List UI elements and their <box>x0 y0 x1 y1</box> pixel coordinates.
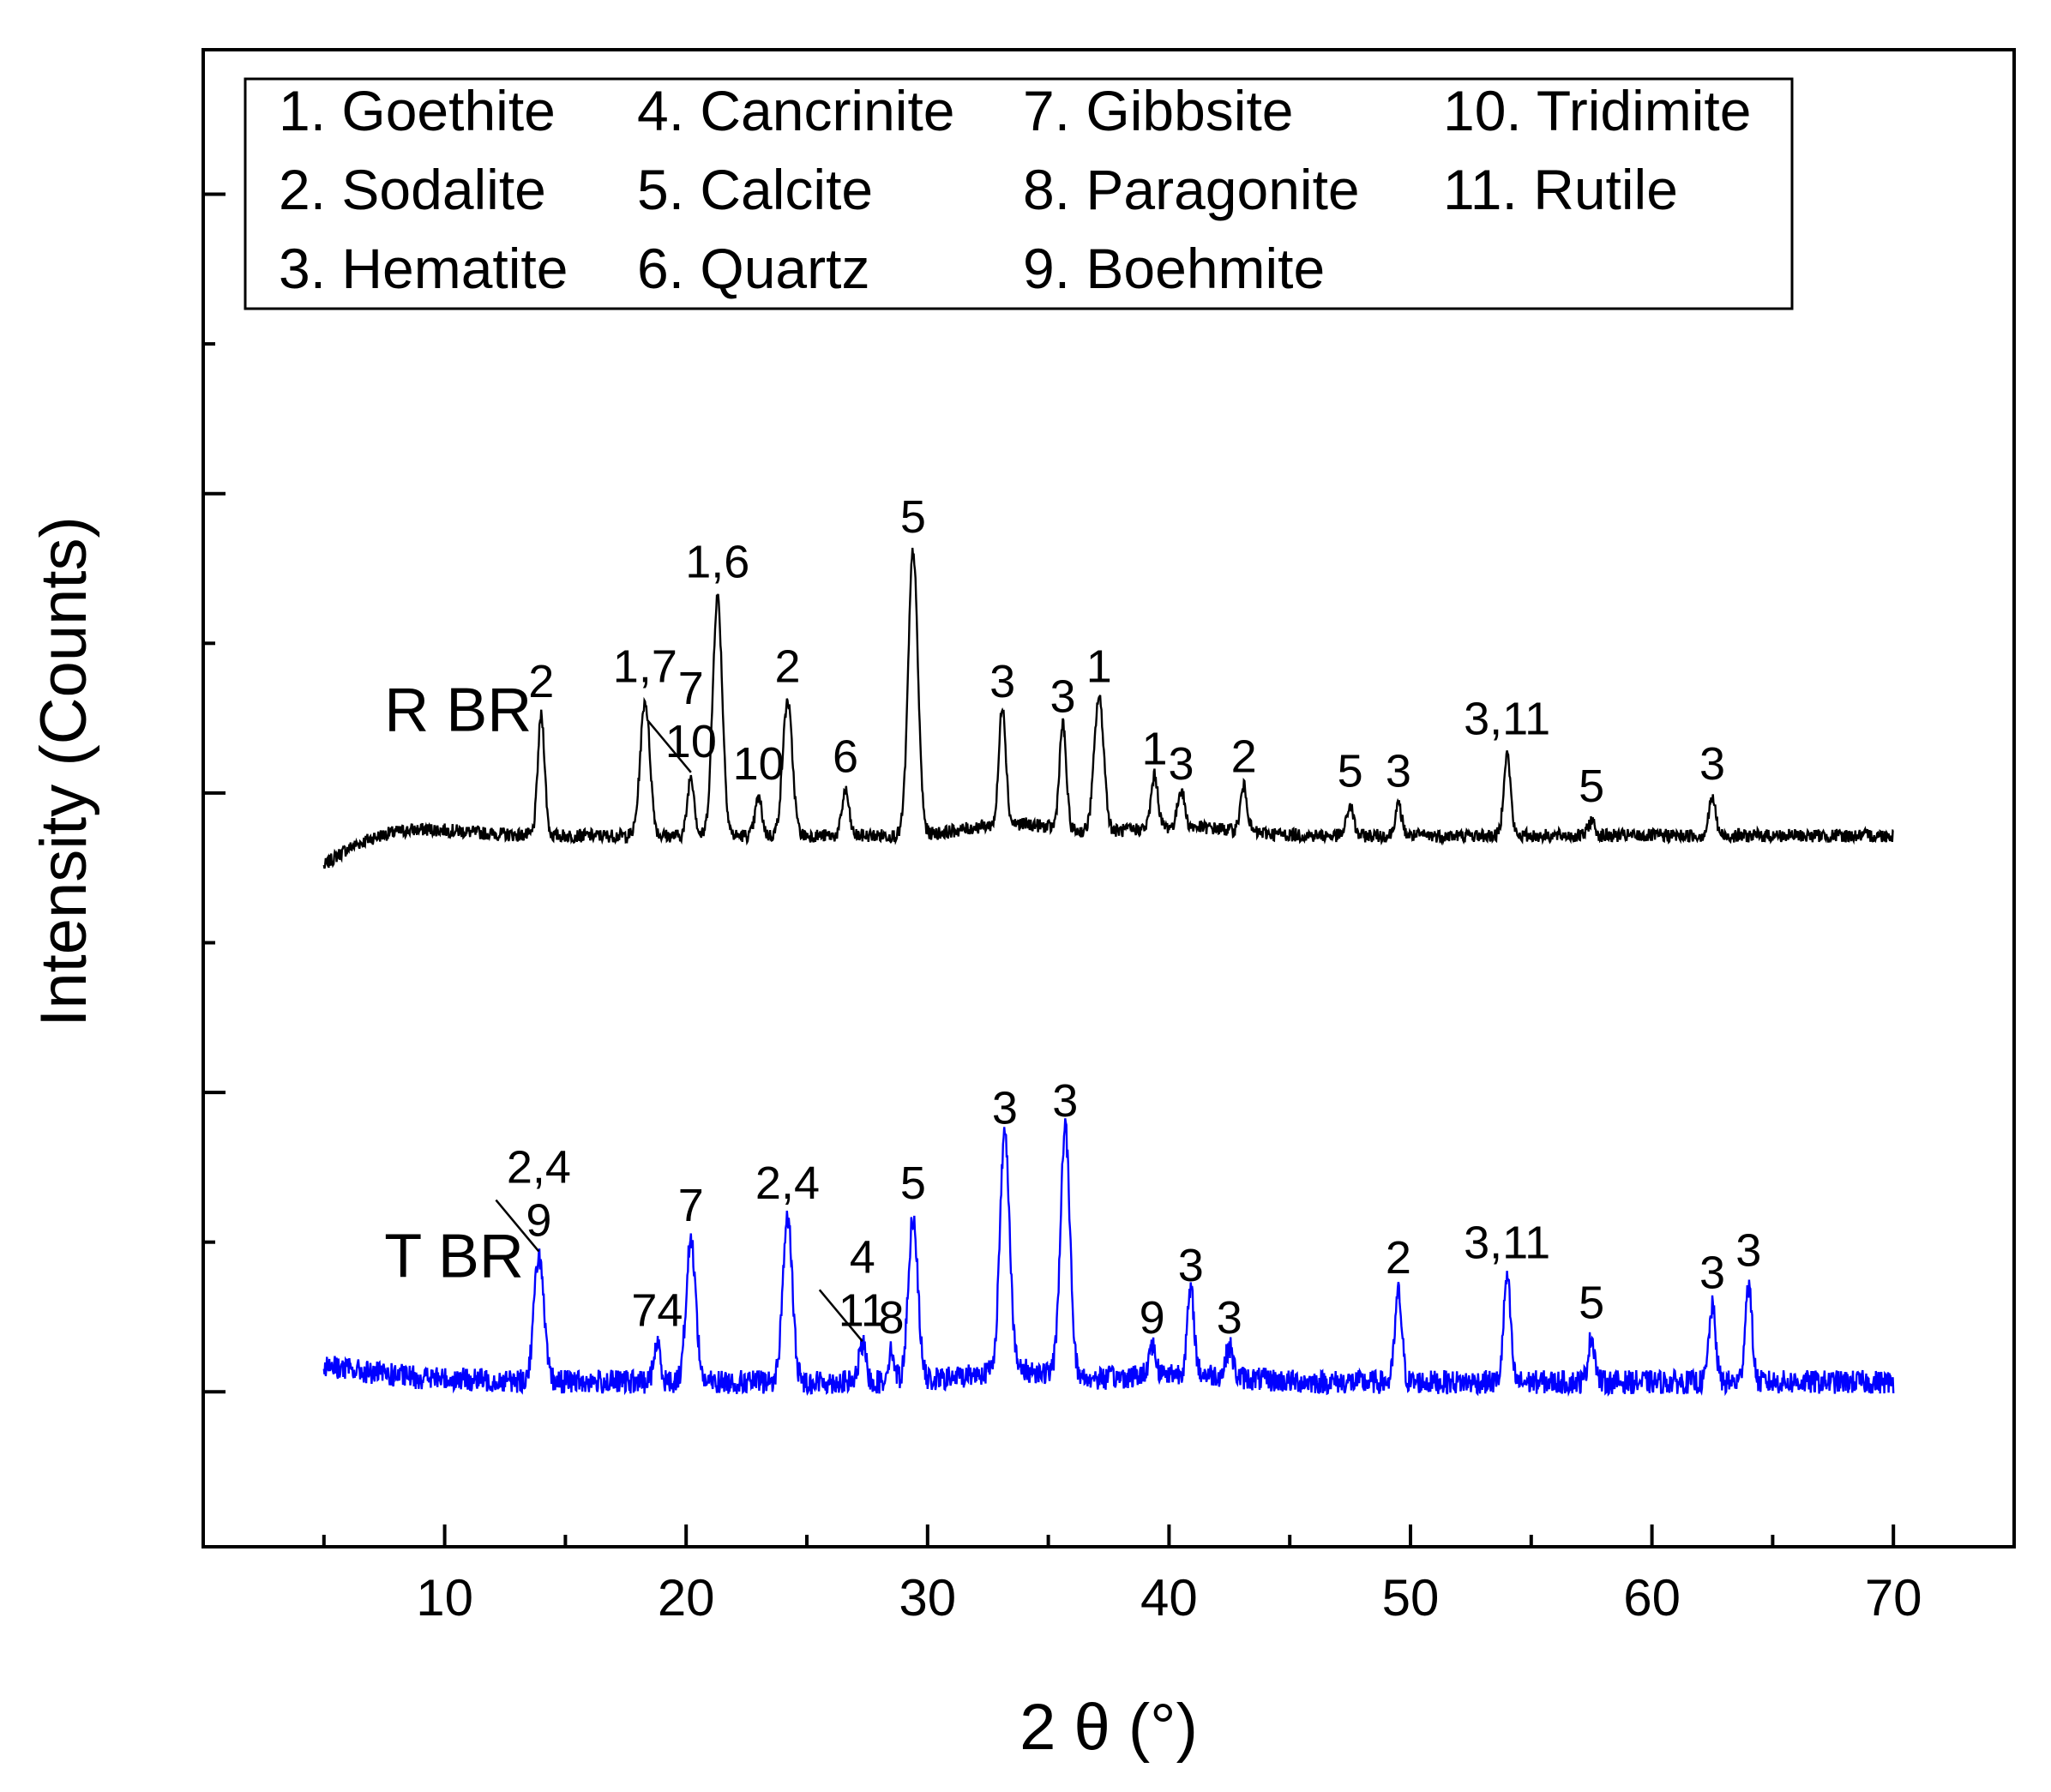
peak-label: 5 <box>1338 746 1363 797</box>
peak-label: 1 <box>1141 724 1167 775</box>
peak-label: 3,11 <box>1464 694 1550 745</box>
peak-label: 2,4 <box>507 1142 571 1194</box>
peak-label: 2 <box>774 641 800 693</box>
series-names: R BR T BR <box>384 676 532 1290</box>
peak-label: 11 <box>839 1284 887 1336</box>
peak-label: 5 <box>1579 761 1604 812</box>
y-axis <box>203 192 226 1394</box>
x-tick-label: 70 <box>1865 1569 1922 1627</box>
peak-label: 7 <box>678 1180 704 1231</box>
peak-label: 9 <box>1140 1292 1165 1344</box>
x-tick-label: 40 <box>1140 1569 1198 1627</box>
legend-item: 1. Goethite <box>279 79 556 142</box>
peak-label: 3 <box>1386 746 1411 797</box>
peak-label: 74 <box>631 1284 683 1336</box>
y-axis-label: Intensity (Counts) <box>27 516 100 1027</box>
x-tick-label: 30 <box>899 1569 956 1627</box>
peak-label: 8 <box>879 1292 905 1344</box>
peak-label: 10 <box>665 716 717 767</box>
legend: 1. Goethite 2. Sodalite 3. Hematite 4. Canc… <box>244 77 1794 310</box>
peak-label: 3 <box>1050 670 1075 722</box>
series-line-r-br <box>322 547 1894 869</box>
legend-item: 3. Hematite <box>279 237 568 300</box>
peak-label: 3 <box>1699 738 1725 790</box>
legend-item: 6. Quartz <box>637 237 869 300</box>
legend-item: 4. Cancrinite <box>637 79 955 142</box>
peak-label: 5 <box>1579 1278 1604 1329</box>
peak-label: 1,7 <box>613 641 677 693</box>
peak-leader-line <box>495 1199 540 1253</box>
peak-leader-line <box>647 720 692 773</box>
peak-label: 10 <box>733 738 785 790</box>
series-name: R BR <box>384 676 532 744</box>
x-tick-label: 50 <box>1382 1569 1440 1627</box>
legend-box <box>244 77 1794 310</box>
legend-item: 2. Sodalite <box>279 158 546 221</box>
x-axis-label: 2 θ (°) <box>1019 1691 1198 1764</box>
peak-label: 9 <box>526 1195 551 1247</box>
peak-label: 5 <box>900 1158 926 1209</box>
plot-frame <box>201 48 2016 1548</box>
peak-label: 3 <box>1735 1224 1761 1276</box>
peak-label: 2 <box>1386 1232 1411 1284</box>
peak-label: 3 <box>992 1083 1018 1134</box>
peak-label: 6 <box>833 731 858 782</box>
peak-leader-line <box>818 1289 863 1343</box>
plot-area <box>201 48 2016 1548</box>
legend-item: 10. Tridimite <box>1443 79 1751 142</box>
series-line-t-br <box>322 1118 1895 1398</box>
peak-label: 3 <box>1699 1248 1725 1299</box>
x-tick-label: 20 <box>658 1569 715 1627</box>
peak-label: 7 <box>678 663 704 714</box>
peak-label: 3 <box>1168 738 1194 790</box>
x-axis: 10 20 30 40 50 60 70 <box>322 1524 1922 1627</box>
peak-label: 3 <box>1178 1240 1204 1291</box>
legend-item: 7. Gibbsite <box>1023 79 1294 142</box>
peak-label: 2 <box>528 656 554 707</box>
legend-item: 9. Boehmite <box>1023 237 1325 300</box>
legend-item: 8. Paragonite <box>1023 158 1360 221</box>
legend-item: 5. Calcite <box>637 158 873 221</box>
peak-label: 3 <box>1217 1292 1242 1344</box>
peak-label: 3,11 <box>1464 1218 1550 1269</box>
series-group <box>322 547 1895 1398</box>
peak-label: 1 <box>1086 641 1112 693</box>
peak-label: 3 <box>1052 1075 1078 1127</box>
peak-label: 3 <box>989 656 1015 707</box>
peak-label: 4 <box>850 1231 875 1283</box>
peak-label: 1,6 <box>685 536 749 587</box>
series-name: T BR <box>384 1223 524 1291</box>
x-tick-label: 60 <box>1623 1569 1681 1627</box>
legend-item: 11. Rutile <box>1443 158 1678 221</box>
peak-label: 5 <box>900 491 926 543</box>
x-tick-label: 10 <box>416 1569 473 1627</box>
peak-label: 2,4 <box>755 1158 820 1209</box>
peak-label: 2 <box>1231 731 1257 782</box>
